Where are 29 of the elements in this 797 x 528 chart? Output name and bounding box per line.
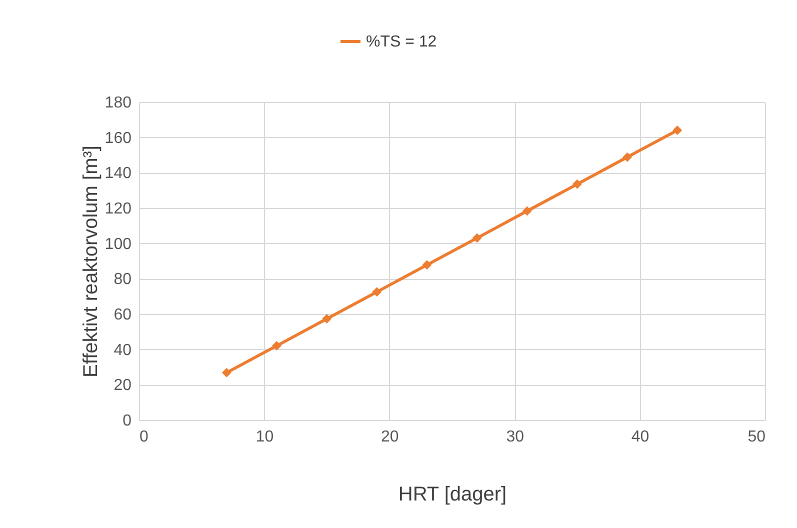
y-tick-label: 60 — [114, 306, 132, 324]
point — [572, 179, 582, 189]
y-tick-label: 120 — [104, 200, 132, 218]
point — [222, 368, 232, 378]
x-tick-label: 0 — [140, 428, 148, 446]
point — [472, 233, 482, 243]
point — [372, 287, 382, 297]
y-tick-label: 160 — [104, 130, 132, 147]
y-tick-label: 180 — [104, 94, 132, 112]
point — [622, 152, 632, 162]
y-tick-label: 0 — [122, 412, 132, 430]
y-tick-label: 140 — [104, 165, 132, 182]
point — [322, 314, 332, 324]
y-axis-title: Effektivt reaktorvolum [m³] — [80, 146, 102, 378]
point — [272, 341, 282, 351]
y-tick-label: 80 — [114, 271, 132, 288]
x-tick-label: 40 — [631, 428, 650, 446]
x-tick-label: 20 — [381, 428, 399, 446]
point — [672, 126, 682, 136]
point — [522, 206, 532, 216]
y-tick-label: 20 — [114, 377, 132, 394]
x-tick-label: 10 — [256, 428, 274, 446]
x-axis-title: HRT [dager] — [398, 484, 507, 506]
y-tick-label: 100 — [104, 236, 132, 253]
legend-label: %TS = 12 — [366, 34, 437, 50]
point — [422, 260, 432, 270]
x-tick-label: 30 — [506, 428, 524, 446]
x-tick-label: 50 — [748, 428, 766, 446]
y-tick-label: 40 — [114, 342, 132, 359]
